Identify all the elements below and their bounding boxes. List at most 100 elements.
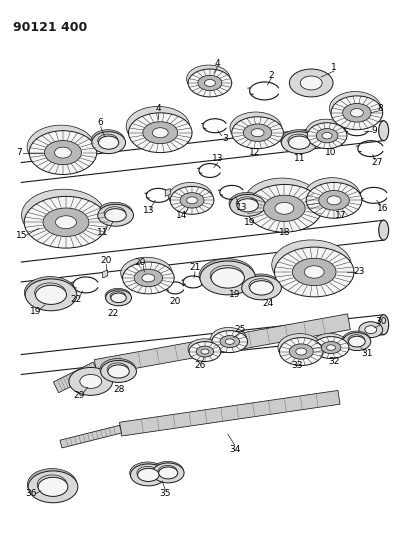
Polygon shape [27, 484, 78, 503]
Ellipse shape [379, 315, 389, 335]
Ellipse shape [105, 209, 126, 222]
Ellipse shape [111, 293, 126, 303]
Polygon shape [169, 196, 214, 214]
Polygon shape [60, 425, 122, 448]
Text: 8: 8 [378, 104, 384, 114]
Ellipse shape [170, 187, 214, 214]
Ellipse shape [55, 147, 71, 158]
Polygon shape [27, 147, 97, 174]
Ellipse shape [211, 268, 245, 288]
Ellipse shape [289, 344, 313, 359]
Ellipse shape [200, 261, 256, 295]
Text: 22: 22 [107, 309, 118, 318]
Text: 20: 20 [135, 257, 146, 266]
Ellipse shape [306, 119, 346, 145]
Text: 17: 17 [335, 211, 347, 220]
Ellipse shape [169, 182, 213, 211]
Text: 14: 14 [177, 211, 188, 220]
Ellipse shape [304, 266, 324, 278]
Polygon shape [241, 286, 281, 300]
Ellipse shape [143, 122, 178, 144]
Text: 34: 34 [229, 445, 241, 454]
Ellipse shape [246, 184, 322, 232]
Ellipse shape [121, 257, 172, 289]
Ellipse shape [307, 123, 347, 149]
Polygon shape [169, 182, 214, 200]
Ellipse shape [36, 285, 66, 304]
Text: 13: 13 [212, 154, 224, 163]
Ellipse shape [275, 247, 354, 297]
Ellipse shape [379, 121, 389, 141]
Text: 32: 32 [328, 357, 340, 366]
Polygon shape [188, 339, 221, 352]
Ellipse shape [186, 197, 198, 204]
Ellipse shape [134, 269, 163, 287]
Text: 16: 16 [377, 204, 388, 213]
Text: 10: 10 [325, 148, 337, 157]
Polygon shape [24, 277, 77, 295]
Polygon shape [281, 130, 317, 143]
Polygon shape [230, 112, 283, 133]
Ellipse shape [101, 360, 136, 382]
Ellipse shape [296, 348, 307, 355]
Polygon shape [105, 296, 132, 306]
Polygon shape [100, 369, 136, 382]
Polygon shape [312, 344, 349, 359]
Polygon shape [91, 141, 126, 154]
Ellipse shape [359, 322, 383, 337]
Polygon shape [91, 130, 126, 143]
Text: 4: 4 [156, 104, 161, 114]
Polygon shape [121, 273, 174, 294]
Ellipse shape [137, 469, 159, 481]
Polygon shape [342, 331, 371, 342]
Ellipse shape [27, 125, 95, 169]
Text: 22: 22 [70, 295, 81, 304]
Polygon shape [165, 188, 170, 196]
Ellipse shape [24, 196, 107, 248]
Ellipse shape [263, 195, 305, 221]
Polygon shape [105, 288, 132, 298]
Ellipse shape [80, 375, 102, 389]
Ellipse shape [126, 107, 190, 146]
Polygon shape [199, 276, 256, 295]
Text: 26: 26 [194, 361, 206, 370]
Ellipse shape [348, 336, 365, 347]
Text: 19: 19 [229, 290, 241, 300]
Polygon shape [126, 126, 192, 152]
Ellipse shape [230, 195, 265, 216]
Ellipse shape [186, 65, 230, 93]
Ellipse shape [92, 132, 126, 154]
Ellipse shape [327, 345, 335, 350]
Ellipse shape [205, 79, 215, 86]
Ellipse shape [159, 467, 178, 479]
Ellipse shape [142, 274, 155, 282]
Ellipse shape [29, 131, 97, 174]
Ellipse shape [279, 337, 323, 366]
Polygon shape [97, 213, 134, 226]
Text: 4: 4 [215, 59, 221, 68]
Ellipse shape [322, 133, 332, 139]
Text: 12: 12 [249, 148, 260, 157]
Ellipse shape [188, 339, 220, 359]
Text: 11: 11 [293, 154, 305, 163]
Ellipse shape [98, 136, 119, 149]
Ellipse shape [312, 334, 348, 356]
Ellipse shape [108, 365, 129, 378]
Text: 13: 13 [143, 206, 154, 215]
Text: 29: 29 [73, 391, 85, 400]
Ellipse shape [44, 141, 81, 165]
Ellipse shape [28, 471, 78, 503]
Text: 11: 11 [97, 228, 108, 237]
Ellipse shape [105, 290, 132, 306]
Ellipse shape [242, 276, 281, 300]
Text: 24: 24 [262, 300, 273, 308]
Text: 36: 36 [25, 489, 37, 498]
Ellipse shape [25, 279, 77, 311]
Polygon shape [305, 177, 362, 200]
Ellipse shape [122, 262, 174, 294]
Ellipse shape [212, 330, 248, 352]
Polygon shape [306, 132, 347, 149]
Ellipse shape [43, 208, 89, 237]
Text: 18: 18 [278, 228, 290, 237]
Ellipse shape [305, 177, 360, 214]
